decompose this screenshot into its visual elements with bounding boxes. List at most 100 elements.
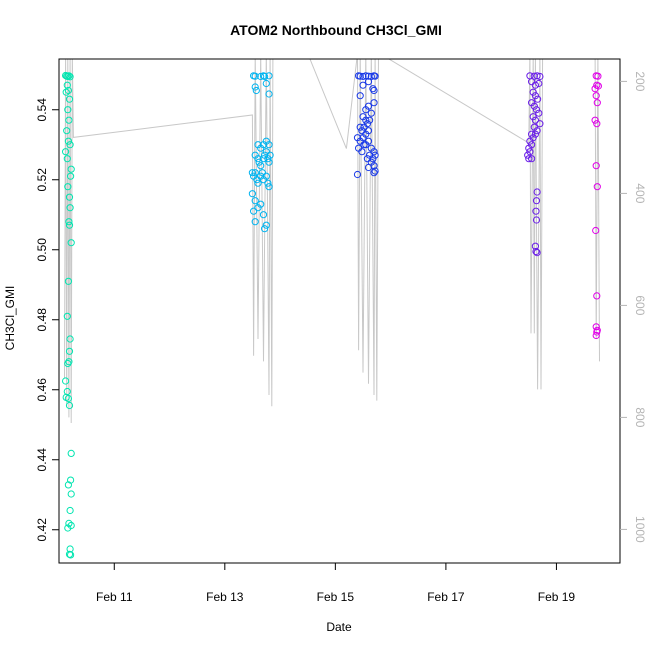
- data-point: [526, 148, 534, 156]
- data-point: [259, 72, 268, 80]
- right-tick-label: 800: [633, 407, 647, 427]
- data-point: [67, 165, 75, 173]
- data-point: [252, 86, 260, 95]
- data-point: [66, 506, 74, 515]
- data-point: [593, 292, 601, 300]
- data-point: [251, 83, 259, 91]
- data-point: [533, 127, 541, 135]
- data-point: [66, 204, 74, 212]
- data-point: [67, 551, 75, 559]
- data-point: [531, 116, 540, 124]
- data-point: [262, 172, 270, 180]
- altitude-path-layer: [64, 59, 600, 424]
- data-point: [370, 169, 378, 177]
- data-point: [531, 92, 540, 100]
- data-point: [362, 72, 370, 80]
- data-point: [64, 86, 73, 95]
- data-point: [265, 90, 273, 98]
- data-point: [65, 218, 73, 226]
- data-point: [364, 137, 373, 145]
- data-point: [360, 141, 368, 149]
- data-point: [531, 242, 540, 250]
- data-point: [62, 88, 70, 96]
- data-point: [63, 81, 71, 89]
- data-point: [533, 72, 541, 80]
- data-point: [64, 394, 73, 403]
- data-point: [63, 155, 71, 163]
- y-tick-label: 0.44: [35, 448, 49, 472]
- x-tick-label: Feb 13: [206, 590, 244, 604]
- data-point: [65, 519, 73, 528]
- data-point: [531, 130, 540, 138]
- data-point: [593, 183, 601, 191]
- data-point: [259, 211, 268, 219]
- data-point: [62, 377, 70, 385]
- data-point: [265, 158, 273, 166]
- x-axis-label: Date: [326, 620, 352, 634]
- y-tick-label: 0.52: [35, 168, 49, 192]
- data-point: [529, 88, 537, 96]
- data-point: [64, 137, 73, 145]
- right-tick-label: 1000: [633, 516, 647, 543]
- data-point: [67, 239, 75, 247]
- data-point: [370, 148, 378, 156]
- data-points-layer: [62, 71, 603, 559]
- data-point: [530, 102, 538, 110]
- data-point: [259, 155, 268, 163]
- x-tick-label: Feb 17: [427, 590, 465, 604]
- series-4: [524, 72, 544, 257]
- data-point: [369, 85, 377, 93]
- x-tick-label: Feb 11: [96, 590, 133, 604]
- data-point: [64, 359, 72, 368]
- x-tick-label: Feb 15: [317, 590, 355, 604]
- data-point: [266, 151, 274, 159]
- data-point: [67, 172, 75, 180]
- data-point: [359, 134, 367, 142]
- data-point: [364, 78, 373, 86]
- data-point: [257, 72, 265, 81]
- y-axis-label: CH3Cl_GMI: [3, 286, 17, 351]
- data-point: [65, 72, 73, 80]
- data-point: [364, 127, 373, 135]
- data-point: [536, 72, 544, 81]
- data-point: [65, 221, 74, 229]
- data-point: [265, 141, 273, 149]
- data-point: [533, 188, 541, 196]
- data-point: [526, 137, 534, 145]
- y-axis-right: 200 400 600 800 1000: [620, 71, 647, 543]
- data-point: [593, 120, 601, 128]
- data-point: [529, 113, 537, 121]
- data-point: [261, 72, 269, 81]
- right-tick-label: 400: [633, 183, 647, 203]
- data-point: [536, 120, 544, 128]
- data-point: [525, 144, 533, 152]
- data-point: [525, 155, 533, 163]
- data-point: [356, 92, 364, 100]
- series-2: [248, 72, 274, 233]
- data-point: [265, 183, 273, 191]
- data-point: [528, 155, 536, 163]
- data-point: [255, 158, 263, 166]
- data-point: [370, 86, 378, 95]
- data-point: [592, 323, 600, 331]
- data-point: [356, 72, 364, 80]
- x-tick-label: Feb 19: [538, 590, 576, 604]
- data-point: [65, 358, 73, 366]
- data-point: [364, 163, 373, 172]
- data-point: [532, 197, 541, 205]
- data-point: [593, 328, 601, 336]
- data-point: [535, 109, 543, 117]
- data-point: [530, 72, 538, 80]
- data-point: [251, 72, 259, 80]
- data-point: [371, 72, 379, 80]
- data-point: [262, 79, 270, 88]
- data-point: [591, 116, 599, 124]
- data-point: [371, 167, 379, 175]
- data-point: [64, 72, 72, 81]
- altitude-path-line: [64, 59, 600, 424]
- data-point: [591, 85, 599, 93]
- data-point: [265, 72, 273, 80]
- data-point: [532, 207, 540, 215]
- data-point: [64, 481, 73, 489]
- data-point: [65, 401, 74, 410]
